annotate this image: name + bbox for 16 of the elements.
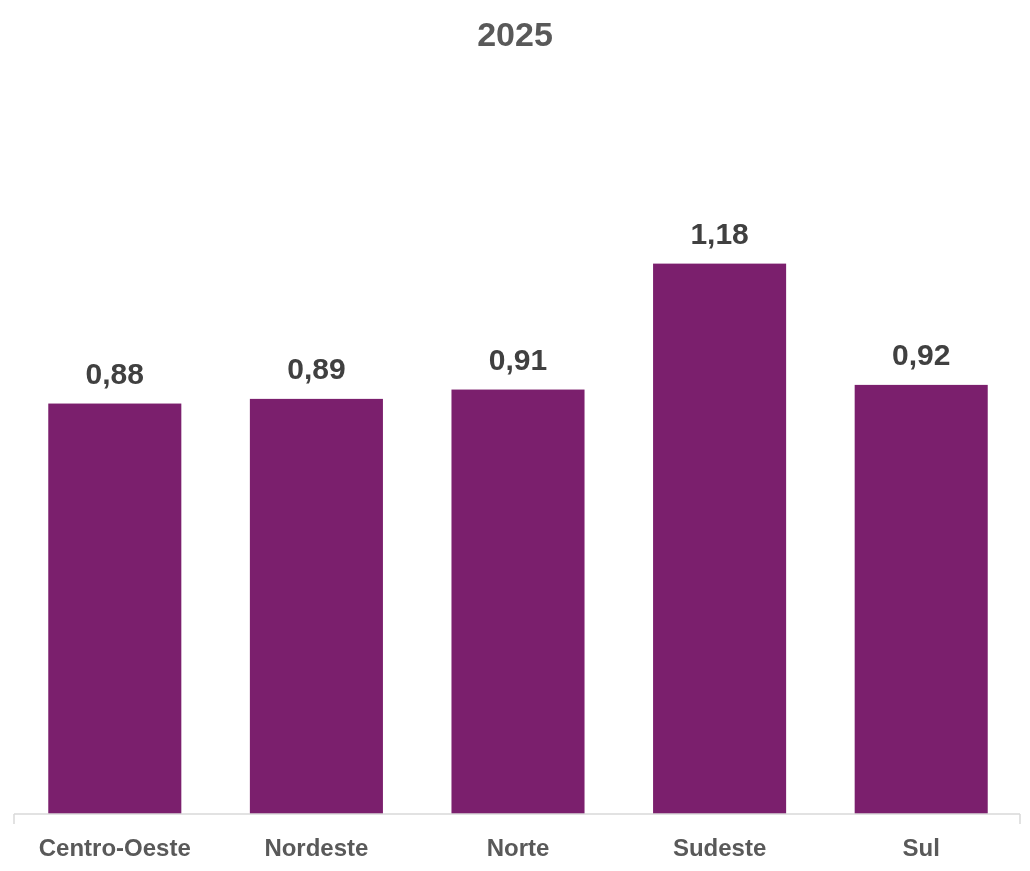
data-label: 0,89: [287, 351, 346, 385]
bar: [451, 389, 585, 814]
x-tick-label: Norte: [486, 834, 550, 861]
bar: [249, 398, 383, 814]
bar: [48, 403, 182, 814]
data-label: 0,88: [85, 356, 144, 390]
chart-title: 2025: [477, 15, 553, 53]
x-tick-label: Nordeste: [264, 834, 369, 861]
x-tick-label: Sul: [902, 834, 940, 861]
bar: [854, 384, 988, 814]
data-label: 0,91: [488, 342, 548, 376]
x-tick-label: Sudeste: [672, 834, 767, 861]
data-label: 0,92: [892, 337, 951, 371]
bar: [653, 263, 787, 814]
x-tick-label: Centro-Oeste: [38, 834, 191, 861]
data-label: 1,18: [690, 216, 749, 250]
